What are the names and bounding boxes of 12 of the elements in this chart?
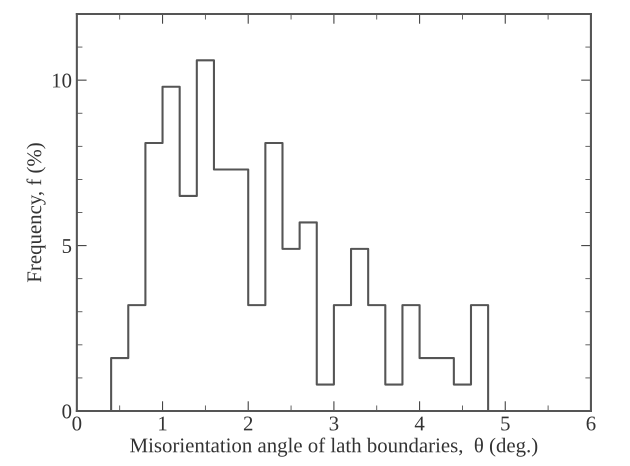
x-tick-label: 5: [501, 416, 510, 431]
y-tick-label: 0: [62, 404, 72, 418]
x-tick-label: 4: [414, 416, 424, 430]
y-tick-label: 5: [62, 239, 72, 254]
x-tick-label: 0: [72, 416, 82, 431]
y-axis-title: Frequency, f (%): [26, 143, 46, 282]
x-tick-label: 1: [159, 416, 166, 430]
x-tick-label: 3: [330, 416, 338, 431]
x-tick-label: 6: [586, 416, 596, 431]
x-tick-label: 2: [244, 416, 252, 430]
x-axis-title: Misorientation angle of lath boundaries, θ (deg.): [130, 438, 538, 457]
y-tick-label: 10: [53, 74, 72, 88]
